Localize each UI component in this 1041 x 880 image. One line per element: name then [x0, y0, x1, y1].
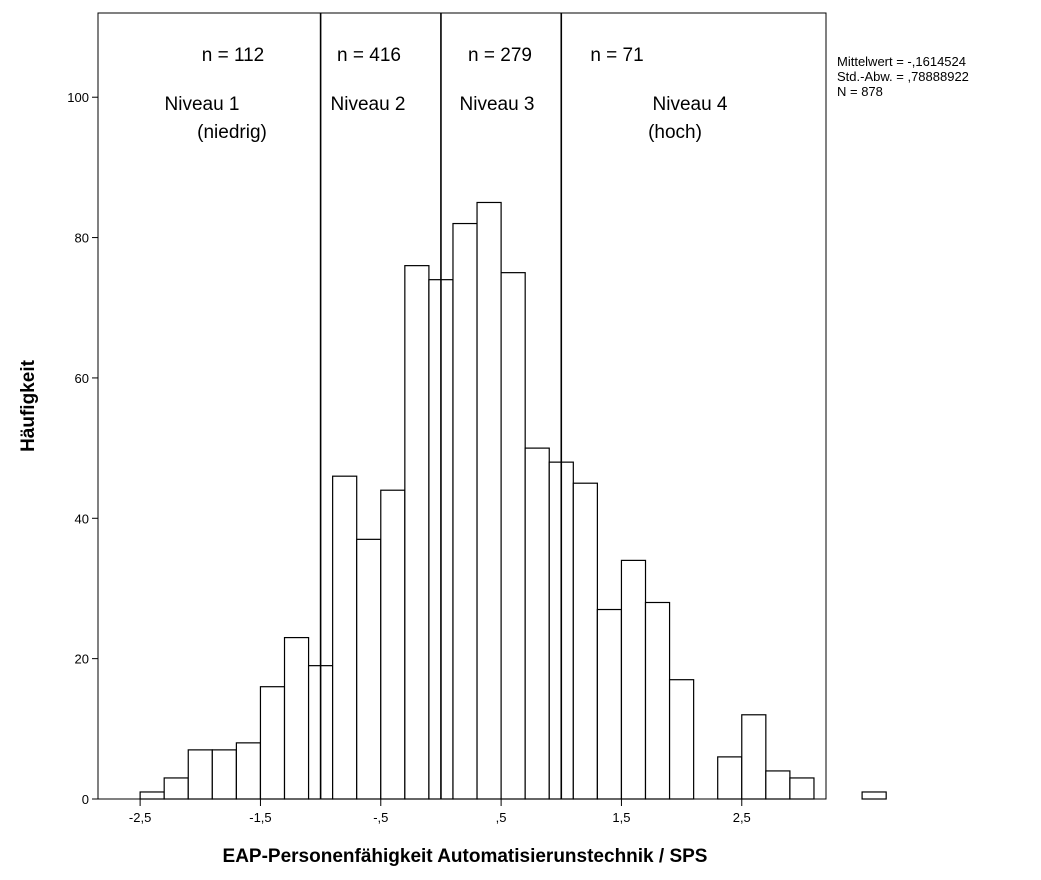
x-tick-label: ,5 — [496, 810, 507, 825]
x-tick-label: 1,5 — [612, 810, 630, 825]
y-tick-label: 60 — [75, 371, 89, 386]
histogram-bar — [235, 742, 262, 800]
level-3-name: Niveau 3 — [460, 94, 535, 115]
level-1-name: Niveau 1 — [165, 94, 240, 115]
histogram-bar — [644, 601, 671, 800]
level-2-count: n = 416 — [337, 45, 401, 66]
histogram-bar — [259, 686, 286, 800]
y-tick-label: 20 — [75, 652, 89, 667]
y-tick-label: 0 — [82, 792, 89, 807]
histogram-bar — [765, 770, 791, 800]
histogram-bar — [380, 489, 406, 800]
histogram-bar — [668, 679, 695, 800]
histogram-bar — [452, 222, 478, 800]
x-tick-label: -2,5 — [129, 810, 151, 825]
x-tick-label: -1,5 — [249, 810, 271, 825]
y-tick-label: 40 — [75, 511, 89, 526]
histogram-bar — [332, 475, 358, 800]
x-axis: -2,5 -1,5 -,5 ,5 1,5 2,5 — [129, 799, 751, 825]
level-4-name: Niveau 4 — [653, 94, 728, 115]
level-4-sub: (hoch) — [648, 122, 702, 143]
x-tick-label: 2,5 — [733, 810, 751, 825]
histogram-bar — [283, 636, 310, 800]
stats-mean: Mittelwert = -,1614524 — [837, 54, 966, 69]
x-tick-label: -,5 — [373, 810, 388, 825]
level-annotations: n = 112 Niveau 1 (niedrig) n = 416 Nivea… — [165, 45, 728, 143]
histogram-bar — [476, 201, 502, 800]
histogram-bar — [356, 538, 382, 800]
y-tick-label: 80 — [75, 231, 89, 246]
histogram-bar — [404, 265, 430, 800]
histogram-bar — [139, 791, 165, 800]
level-4-count: n = 71 — [590, 45, 643, 66]
histogram-bar — [572, 482, 598, 800]
histogram-bar — [163, 777, 189, 800]
histogram-bars — [139, 201, 887, 800]
level-boundary-lines — [319, 13, 563, 799]
histogram-bar — [524, 447, 550, 800]
stats-n: N = 878 — [837, 84, 883, 99]
histogram-bar — [187, 749, 213, 800]
level-1-sub: (niedrig) — [197, 122, 267, 143]
histogram-bar — [620, 559, 647, 800]
histogram-bar — [741, 714, 767, 800]
histogram-bar — [596, 608, 623, 800]
stats-std: Std.-Abw. = ,78888922 — [837, 69, 969, 84]
y-axis: 0 20 40 60 80 100 — [67, 90, 98, 807]
histogram-bar — [500, 272, 526, 800]
histogram-bar — [717, 756, 743, 800]
level-3-count: n = 279 — [468, 45, 532, 66]
level-2-name: Niveau 2 — [331, 94, 406, 115]
y-axis-title: Häufigkeit — [18, 359, 39, 452]
histogram-bar — [789, 777, 815, 800]
histogram-bar — [861, 791, 887, 800]
stats-legend: Mittelwert = -,1614524 Std.-Abw. = ,7888… — [837, 54, 969, 99]
y-tick-label: 100 — [67, 90, 89, 105]
histogram-bar — [211, 749, 237, 800]
level-1-count: n = 112 — [202, 45, 265, 66]
x-axis-title: EAP-Personenfähigkeit Automatisierunstec… — [223, 846, 708, 867]
